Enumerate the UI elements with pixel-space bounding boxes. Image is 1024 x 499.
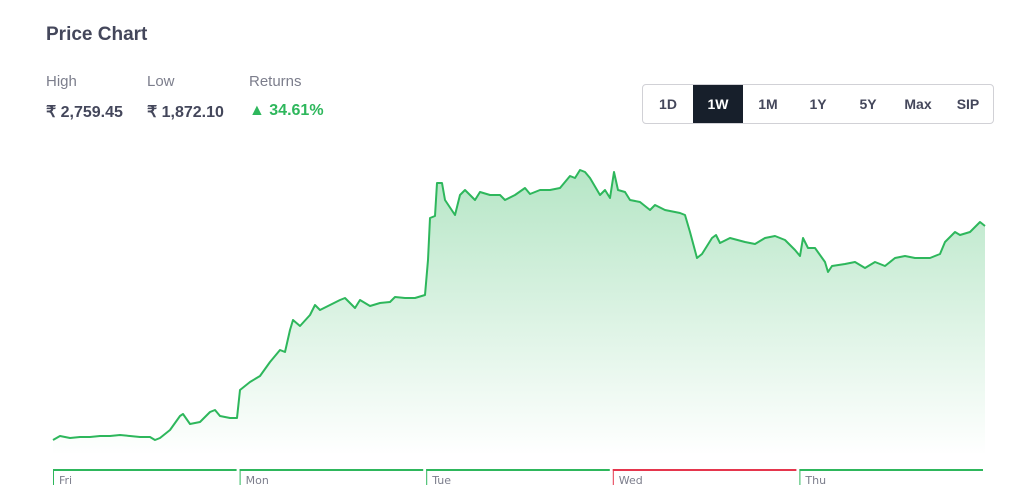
day-label: Wed (619, 474, 643, 487)
day-tick (426, 469, 428, 485)
page-title: Price Chart (46, 24, 148, 45)
day-trend-bar (239, 469, 424, 471)
day-tick (799, 469, 801, 485)
range-tab-1m[interactable]: 1M (758, 96, 778, 112)
low-value: ₹ 1,872.10 (147, 104, 224, 121)
day-trend-bar (53, 469, 237, 471)
day-tick (612, 469, 614, 485)
day-label: Tue (431, 474, 451, 487)
returns-value: ▲ 34.61% (249, 102, 324, 119)
day-segment-fri: Fri (53, 469, 237, 487)
time-range-selector: 1D 1W 1M 1Y 5Y Max SIP (642, 84, 994, 124)
range-tab-1y[interactable]: 1Y (809, 96, 827, 112)
price-line (52, 169, 986, 441)
day-segment-tue: Tue (426, 469, 610, 487)
range-tab-1d[interactable]: 1D (659, 96, 677, 112)
stat-low: Low ₹ 1,872.10 (147, 73, 224, 122)
stat-high: High ₹ 2,759.45 (46, 73, 123, 122)
range-tab-1w[interactable]: 1W (693, 85, 743, 123)
day-trend-bar (612, 469, 797, 471)
price-area-fill (53, 170, 985, 455)
day-tick (239, 469, 241, 485)
range-tab-max[interactable]: Max (904, 96, 932, 112)
day-label: Mon (246, 474, 269, 487)
high-value: ₹ 2,759.45 (46, 104, 123, 121)
day-label: Thu (804, 474, 826, 487)
low-label: Low (147, 73, 175, 90)
day-label: Fri (59, 474, 72, 487)
day-tick (53, 469, 54, 485)
returns-label: Returns (249, 73, 302, 90)
day-segment-thu: Thu (799, 469, 983, 487)
day-segment-mon: Mon (239, 469, 424, 487)
stat-returns: Returns ▲ 34.61% (249, 73, 324, 120)
high-label: High (46, 73, 77, 90)
range-tab-sip[interactable]: SIP (956, 96, 980, 112)
day-trend-bar (426, 469, 610, 471)
day-trend-bar (799, 469, 983, 471)
day-segment-wed: Wed (612, 469, 797, 487)
range-tab-5y[interactable]: 5Y (859, 96, 877, 112)
